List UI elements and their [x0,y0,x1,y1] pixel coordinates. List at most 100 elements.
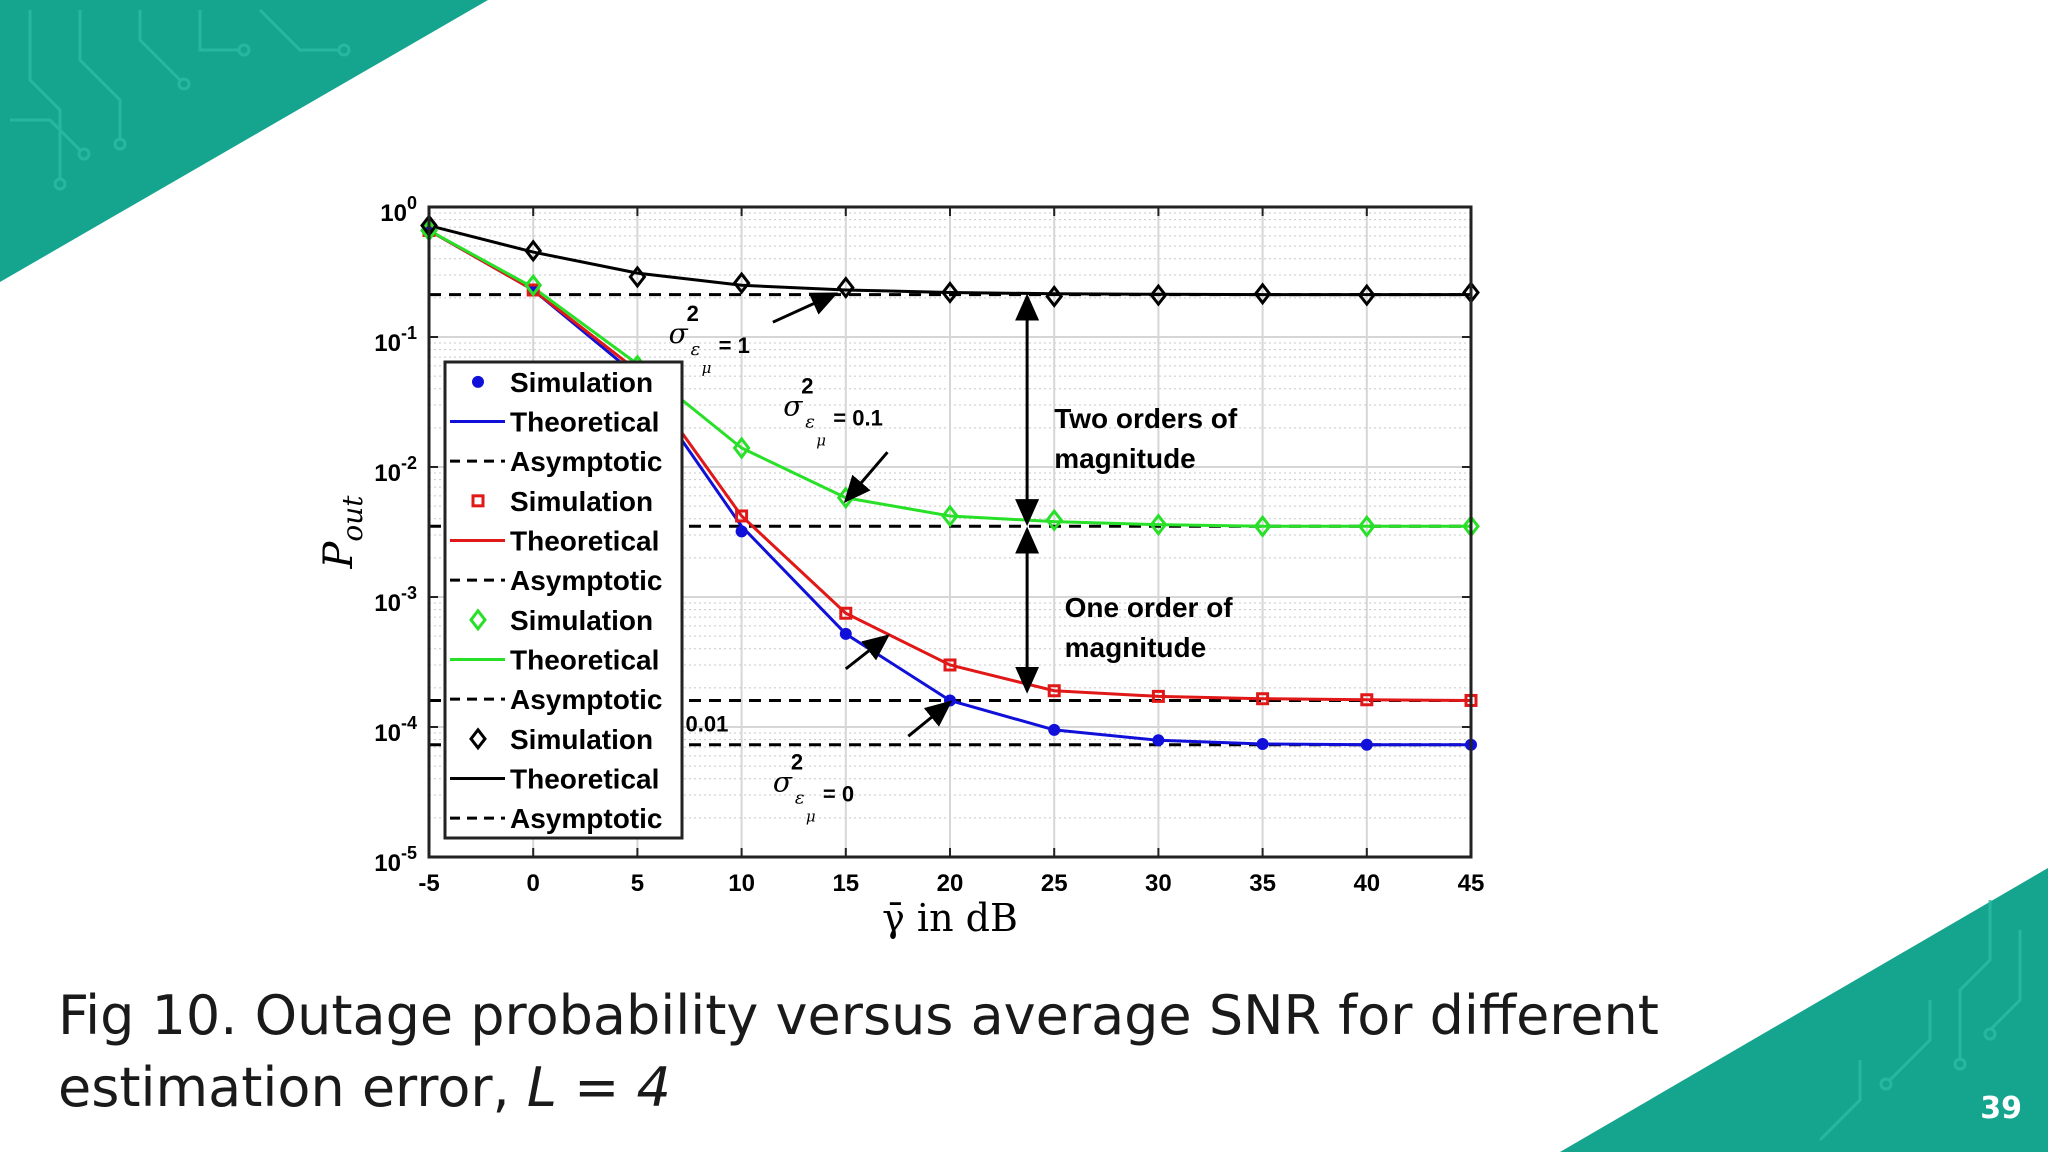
sim-point-sigma1 [941,281,959,304]
sigma-subscript: ε [691,339,701,360]
sim-point-sigma1 [628,265,647,289]
caption-text: Fig 10. Outage probability versus averag… [58,984,1659,1119]
magnitude-label: Two orders of [1054,403,1238,434]
sim-point-sigma0 [1048,723,1061,736]
sigma-label: σ2 εμ = 0 [773,749,854,825]
sigma-symbol: σ [773,765,793,798]
x-tick-label: 0 [527,870,540,897]
sim-point-sigma0 [1256,737,1269,750]
sim-point-sigma01 [1253,514,1272,538]
x-tick-label: 10 [728,870,755,897]
x-tick-label: 40 [1353,870,1380,897]
legend-marker [469,608,487,632]
sigma-subscript: ε [795,787,805,808]
page-number: 39 [1980,1091,2022,1126]
legend-label: Theoretical [510,526,659,557]
sigma-subscript: ε [805,411,815,432]
decorative-corner-top-left [0,0,488,282]
legend-label: Theoretical [510,407,659,438]
theory-line-sigma001 [428,229,1472,702]
sim-point-sigma001 [1047,684,1061,698]
x-axis-label: γ̄ in dB [882,896,1018,940]
sim-point-sigma1 [732,271,751,295]
x-tick-label: -5 [418,870,439,897]
sim-point-sigma01 [1149,513,1168,537]
sim-point-sigma0 [527,283,540,296]
sim-point-sigma1 [1357,283,1376,307]
sigma-subsubscript: μ [702,359,712,377]
x-tick-label: 25 [1041,870,1068,897]
sim-point-sigma001 [839,606,853,620]
sim-point-sigma1 [1253,282,1272,306]
sim-point-sigma1 [524,239,543,263]
sim-point-sigma1 [836,276,855,300]
legend-label: Asymptotic [510,803,662,834]
legend-label: Theoretical [510,764,659,795]
y-tick-label: 10-2 [374,453,417,487]
y-tick-label: 10-5 [374,843,417,877]
sigma-label: σ2 εμ = 0.1 [783,373,883,449]
sim-point-sigma0 [839,627,852,640]
sim-point-sigma0 [735,525,748,538]
sigma-arrow [843,451,889,504]
theory-line-sigma1 [428,224,1471,297]
x-tick-label: 15 [832,870,859,897]
x-tick-label: 45 [1458,870,1485,897]
legend-marker [472,375,484,388]
magnitude-label: One order of [1065,592,1234,623]
legend-marker [471,494,485,508]
sim-point-sigma001 [1256,692,1270,706]
figure-caption: Fig 10. Outage probability versus averag… [58,980,1958,1124]
sim-point-sigma1 [1045,285,1064,308]
y-axis-label-group: Pout [316,495,369,570]
x-tick-label: 5 [631,870,644,897]
magnitude-label: magnitude [1054,443,1196,474]
legend-label: Simulation [510,486,653,517]
sim-point-sigma0 [1360,738,1373,751]
theory-line-sigma01 [428,229,1471,528]
sigma-exponent: 2 [801,373,813,398]
legend-label: Simulation [510,724,653,755]
legend-label: Asymptotic [510,565,662,596]
sim-point-sigma01 [1045,508,1064,532]
sigma-symbol: σ [669,317,689,350]
y-tick-label: 10-1 [374,323,417,357]
caption-math: L = 4 [526,1056,671,1119]
sigma-subsubscript: μ [806,807,816,825]
legend-box [443,360,684,840]
sigma-symbol: σ [783,389,803,422]
sim-point-sigma001 [1360,693,1374,707]
sim-point-sigma001 [735,509,749,523]
sigma-subsubscript: μ [816,431,826,449]
sigma-value: = 1 [719,333,750,358]
legend-label: Simulation [510,367,653,398]
sim-point-sigma0 [1152,734,1165,747]
y-tick-label: 10-3 [374,583,417,617]
legend-label: Asymptotic [510,446,662,477]
sigma-exponent: 2 [687,301,699,326]
sim-point-sigma01 [941,504,959,528]
x-tick-label: 20 [937,870,964,897]
sim-point-sigma01 [1357,514,1376,538]
sigma-value: = 0.1 [833,405,883,430]
legend-label: Theoretical [510,645,659,676]
y-tick-label: 100 [380,193,417,227]
sigma-arrow [907,700,953,738]
sim-point-sigma001 [943,658,957,672]
sigma-label: σ2 εμ = 1 [669,301,750,377]
x-tick-label: 30 [1145,870,1172,897]
sim-point-sigma01 [732,436,751,460]
magnitude-label: magnitude [1065,632,1207,663]
y-axis-label: Pout [316,495,369,570]
x-tick-label: 35 [1249,870,1276,897]
sigma-exponent: 2 [791,749,803,774]
sigma-value: = 0 [823,781,854,806]
legend-marker [469,727,487,751]
sim-point-sigma1 [1149,283,1168,307]
legend: Simulation Theoretical Asymptotic Simulatio… [443,360,684,840]
sigma-arrow [844,634,890,671]
y-tick-label: 10-4 [374,713,417,747]
sim-point-sigma001 [1151,689,1165,703]
